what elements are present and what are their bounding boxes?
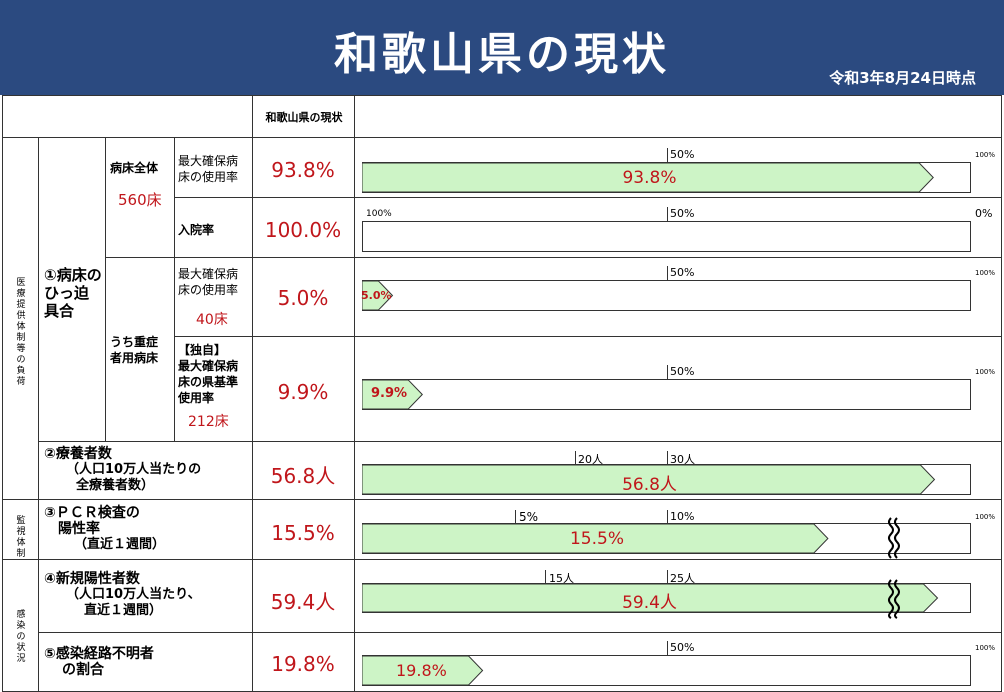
row7-tick2-label: 25人 (670, 572, 695, 585)
row1-sub-cell (174, 137, 253, 198)
all-beds-cell (105, 137, 175, 258)
row1-sub-label: 最大確保病 床の使用率 (178, 154, 239, 184)
row6-max-label: 100% (975, 513, 996, 521)
row4-tick-50 (667, 365, 668, 379)
row3-sub-label: 最大確保病 床の使用率 (178, 267, 239, 297)
indicator1-label: ①病床の ひっ迫 具合 (44, 266, 102, 320)
row3-bar-label: 5.0% (361, 289, 392, 302)
row1-bar-label: 93.8% (622, 168, 677, 188)
row7-axis-break-icon (888, 579, 900, 619)
row7-tick-15 (545, 570, 546, 584)
row7-tick1-label: 15人 (549, 572, 574, 585)
row3-tick-label: 50% (670, 266, 695, 279)
all-beds-count: 560床 (118, 191, 162, 209)
row6-tick-5 (515, 510, 516, 524)
row4-bar-label: 9.9% (371, 386, 408, 401)
row6-tick2-label: 10% (670, 510, 695, 523)
row4-bed-count: 212床 (188, 414, 229, 430)
row2-tick-50 (667, 207, 668, 221)
row8-tick-label: 50% (670, 641, 695, 654)
row1-bar (362, 162, 934, 193)
row5-tick1-label: 20人 (578, 453, 603, 466)
bar-fill (362, 464, 936, 495)
row8-value-cell (252, 632, 355, 692)
row2-left-label: 100% (366, 209, 392, 219)
row4-sub-label: 【独自】 最大確保病 床の県基準 使用率 (178, 343, 239, 405)
row6-tick-10 (667, 510, 668, 524)
severe-beds-label: うち重症 者用病床 (110, 335, 159, 365)
row5-bar-label: 56.8人 (622, 475, 677, 495)
row6-value-cell (252, 499, 355, 560)
bar-fill (362, 523, 829, 554)
bar-fill (362, 162, 934, 193)
row8-label: ⑤感染経路不明者 の割合 (44, 646, 154, 678)
title-banner (0, 0, 1004, 95)
row4-max-label: 100% (975, 368, 996, 376)
indicator1-cell (38, 137, 106, 442)
row8-bar-label: 19.8% (396, 661, 447, 680)
row6-axis-break-icon (888, 517, 900, 559)
row6-label: ③ＰＣＲ検査の 陽性率 （直近１週間） (44, 505, 166, 552)
row6-value: 15.5% (271, 521, 335, 545)
row3-max-label: 100% (975, 269, 996, 277)
row5-bar (362, 464, 936, 495)
row3-bar-track (362, 280, 971, 311)
row8-tick-50 (667, 641, 668, 655)
row1-tick-50 (667, 148, 668, 162)
header-blank-cell (2, 95, 253, 138)
row7-tick-25 (667, 570, 668, 584)
row7-bar (362, 583, 939, 613)
current-col-header-label: 和歌山県の現状 (265, 111, 343, 124)
row3-bar (362, 280, 394, 311)
row6-bar-label: 15.5% (569, 529, 624, 549)
row8-bar (362, 655, 484, 686)
row4-value: 9.9% (277, 380, 329, 404)
row6-label-cell (38, 499, 253, 560)
chart-col-header (354, 95, 1002, 138)
row7-value: 59.4人 (270, 590, 336, 614)
row3-sub-cell (174, 257, 253, 337)
category-medical-label: 医療提供体制等の負荷 (16, 278, 26, 387)
row1-value: 93.8% (271, 158, 335, 182)
row5-tick-30 (667, 451, 668, 465)
category-monitoring-label: 監視体制 (16, 516, 26, 559)
row6-tick1-label: 5% (519, 510, 539, 524)
row5-value: 56.8人 (270, 464, 336, 488)
row8-max-label: 100% (975, 644, 996, 652)
row5-tick2-label: 30人 (670, 453, 695, 466)
row1-tick-label: 50% (670, 148, 695, 161)
row5-tick-20 (575, 451, 576, 465)
category-infection-label: 感染の状況 (16, 610, 26, 664)
row4-bar-track (362, 379, 971, 410)
row4-bar (362, 379, 423, 410)
severe-beds-cell (105, 257, 175, 442)
row2-right-label: 0% (975, 207, 993, 220)
as-of-date: 令和3年8月24日時点 (829, 69, 976, 87)
row2-sub-label: 入院率 (178, 223, 215, 237)
row3-bed-count: 40床 (196, 312, 228, 328)
row8-value: 19.8% (271, 652, 335, 676)
row2-tick-label: 50% (670, 207, 695, 220)
row7-label-cell (38, 559, 253, 633)
row4-sub-cell (174, 336, 253, 442)
row1-max-label: 100% (975, 151, 996, 159)
row2-value: 100.0% (264, 218, 342, 242)
row2-bar-track (362, 221, 971, 252)
row4-tick-label: 50% (670, 365, 695, 378)
bar-fill (362, 655, 484, 686)
row3-tick-50 (667, 266, 668, 280)
all-beds-label: 病床全体 (110, 161, 159, 175)
row3-value: 5.0% (277, 286, 329, 310)
bar-fill (362, 280, 394, 311)
row7-bar-label: 59.4人 (622, 593, 677, 613)
row5-label: ②療養者数 （人口10万人当たりの 全療養者数） (44, 446, 202, 493)
bar-fill (362, 379, 423, 410)
row6-bar (362, 523, 829, 554)
row7-label: ④新規陽性者数 （人口10万人当たり、 直近１週間） (44, 571, 201, 618)
bar-fill (362, 583, 939, 613)
page-title: 和歌山県の現状 (334, 29, 670, 80)
